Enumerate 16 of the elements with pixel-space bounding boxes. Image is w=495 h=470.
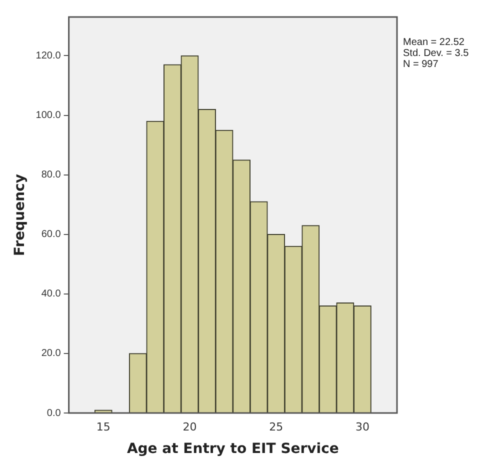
y-tick-label: 20.0	[41, 348, 62, 360]
y-tick-label: 0.0	[46, 408, 62, 419]
y-tick-label: 80.0	[41, 170, 62, 181]
y-tick-label: 100.0	[36, 110, 62, 122]
y-tick-label: 120.0	[36, 50, 62, 62]
text: N = 997	[403, 58, 439, 70]
text: Std. Dev. = 3.5	[403, 48, 470, 59]
text: Mean = 22.52	[403, 36, 465, 48]
x-axis-title: Age at Entry to EIT Service	[126, 441, 339, 458]
x-tick-label: 20	[182, 420, 197, 434]
x-tick-label: 15	[96, 420, 110, 434]
x-tick-label: 30	[355, 420, 370, 434]
y-tick-label: 40.0	[41, 288, 62, 300]
x-tick-label: 25	[269, 420, 284, 434]
y-axis-title: Frequency	[12, 174, 28, 256]
y-tick-label: 60.0	[41, 229, 62, 240]
